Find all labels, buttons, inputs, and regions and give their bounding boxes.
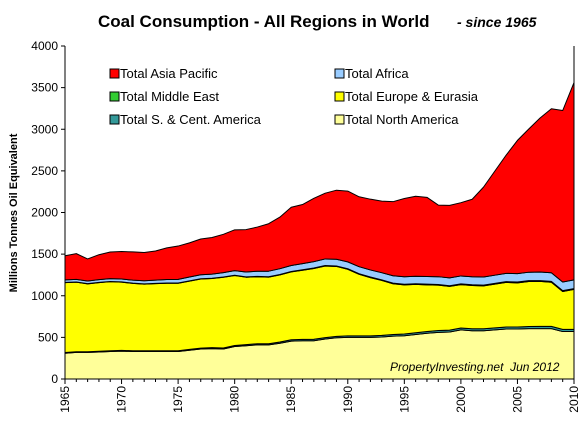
legend: Total Asia Pacific Total Middle East Total…: [109, 66, 479, 127]
x-tick-label: 1995: [397, 386, 411, 413]
legend-swatch: [334, 68, 345, 79]
y-tick-label: 1000: [31, 289, 58, 303]
x-tick-label: 2000: [454, 386, 468, 413]
x-tick-label: 1970: [115, 386, 129, 413]
chart-subtitle: - since 1965: [457, 14, 537, 30]
legend-label: Total North America: [345, 112, 459, 127]
legend-swatch: [109, 114, 120, 125]
legend-label: Total S. & Cent. America: [120, 112, 262, 127]
source-annotation: PropertyInvesting.net Jun 2012: [390, 360, 560, 374]
legend-label: Total Africa: [345, 66, 409, 81]
x-tick-label: 1990: [341, 386, 355, 413]
y-tick-label: 2500: [31, 164, 58, 178]
x-tick-label: 2005: [510, 386, 524, 413]
y-tick-label: 0: [51, 372, 58, 386]
y-tick-label: 4000: [31, 39, 58, 53]
legend-swatch: [109, 91, 120, 102]
axes: 0 500 1000 1500 2000 2500 3000 3500 4000 1965 1970…: [31, 39, 578, 413]
y-axis-label: Millions Tonnes Oil Equivalent: [8, 133, 20, 292]
legend-swatch: [109, 68, 120, 79]
x-tick-label: 1975: [171, 386, 185, 413]
legend-label: Total Asia Pacific: [120, 66, 218, 81]
y-tick-label: 2000: [31, 206, 58, 220]
x-tick-label: 1980: [228, 386, 242, 413]
stacked-areas: [64, 82, 575, 380]
legend-label: Total Europe & Eurasia: [345, 89, 479, 104]
y-tick-label: 500: [38, 330, 58, 344]
legend-swatch: [334, 114, 345, 125]
x-tick-label: 2010: [567, 386, 578, 413]
legend-swatch: [334, 91, 345, 102]
chart-title: Coal Consumption - All Regions in World: [98, 12, 429, 31]
y-tick-label: 3000: [31, 122, 58, 136]
x-tick-label: 1965: [58, 386, 72, 413]
legend-label: Total Middle East: [120, 89, 219, 104]
x-tick-label: 1985: [284, 386, 298, 413]
y-tick-label: 3500: [31, 81, 58, 95]
y-tick-label: 1500: [31, 247, 58, 261]
